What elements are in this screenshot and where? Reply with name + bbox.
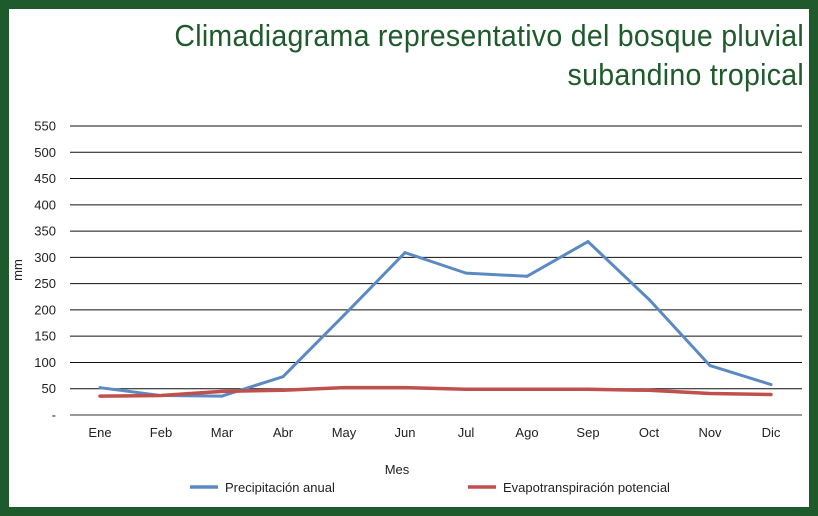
y-tick-label: 500 bbox=[34, 145, 56, 160]
data-point bbox=[464, 387, 468, 391]
series-line-2 bbox=[98, 385, 773, 398]
data-point bbox=[586, 387, 590, 391]
y-tick-label: 350 bbox=[34, 224, 56, 239]
legend-label-2: Evapotranspiración potencial bbox=[503, 480, 670, 495]
data-point bbox=[98, 394, 102, 398]
y-tick-label: 100 bbox=[34, 355, 56, 370]
data-point bbox=[281, 388, 285, 392]
data-point bbox=[647, 388, 651, 392]
data-point bbox=[769, 383, 773, 387]
y-tick-label: 150 bbox=[34, 329, 56, 344]
x-tick-label: Jul bbox=[458, 425, 475, 440]
chart-title-line-2: subandino tropical bbox=[567, 57, 804, 92]
data-point bbox=[342, 386, 346, 390]
y-tick-label: 50 bbox=[42, 381, 56, 396]
y-tick-label: - bbox=[52, 408, 56, 423]
x-tick-label: May bbox=[332, 425, 357, 440]
chart-title-line-1: Climadiagrama representativo del bosque … bbox=[174, 18, 804, 53]
x-tick-label: Dic bbox=[762, 425, 781, 440]
x-tick-label: Abr bbox=[273, 425, 294, 440]
data-point bbox=[586, 240, 590, 244]
y-tick-label: 200 bbox=[34, 302, 56, 317]
data-point bbox=[647, 297, 651, 301]
data-point bbox=[403, 386, 407, 390]
x-tick-label: Ene bbox=[88, 425, 111, 440]
x-tick-label: Mar bbox=[211, 425, 234, 440]
data-point bbox=[220, 394, 224, 398]
y-axis-title: mm bbox=[10, 259, 25, 281]
data-point bbox=[281, 375, 285, 379]
y-tick-label: 300 bbox=[34, 250, 56, 265]
y-tick-label: 250 bbox=[34, 276, 56, 291]
chart-title: Climadiagrama representativo del bosque … bbox=[160, 16, 804, 94]
legend-label-1: Precipitación anual bbox=[225, 480, 335, 495]
data-point bbox=[525, 274, 529, 278]
data-point bbox=[708, 391, 712, 395]
data-point bbox=[220, 389, 224, 393]
data-point bbox=[464, 271, 468, 275]
data-point bbox=[525, 387, 529, 391]
data-point bbox=[159, 394, 163, 398]
x-tick-label: Ago bbox=[515, 425, 538, 440]
y-tick-label: 400 bbox=[34, 197, 56, 212]
y-tick-label: 550 bbox=[34, 119, 56, 134]
x-axis-title: Mes bbox=[385, 462, 410, 477]
y-tick-label: 450 bbox=[34, 171, 56, 186]
data-point bbox=[403, 251, 407, 255]
x-tick-label: Nov bbox=[698, 425, 722, 440]
x-tick-label: Oct bbox=[639, 425, 660, 440]
x-tick-label: Jun bbox=[395, 425, 416, 440]
data-point bbox=[708, 364, 712, 368]
x-tick-label: Feb bbox=[150, 425, 172, 440]
data-point bbox=[98, 386, 102, 390]
x-tick-label: Sep bbox=[576, 425, 599, 440]
data-point bbox=[769, 393, 773, 397]
data-point bbox=[342, 313, 346, 317]
series-line-1 bbox=[98, 240, 773, 398]
chart-frame bbox=[9, 9, 809, 507]
